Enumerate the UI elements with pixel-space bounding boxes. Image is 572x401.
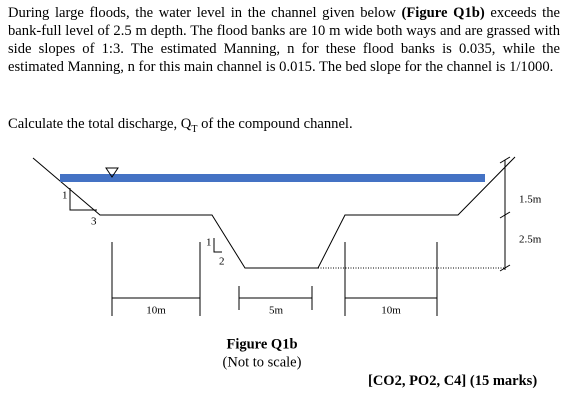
slope-triangle (213, 238, 222, 253)
figure-caption: Figure Q1b (226, 336, 297, 352)
depth-label: 1.5m (519, 194, 542, 206)
slope-label: 1 (62, 190, 68, 202)
tick (499, 264, 511, 272)
figure-ref: (Figure Q1b) (401, 5, 485, 21)
figure-note: (Not to scale) (223, 354, 302, 370)
slope-label: 1 (206, 237, 212, 249)
subscript: T (191, 123, 198, 135)
tick (499, 211, 511, 219)
slope-label: 2 (219, 256, 225, 268)
text: exceeds the bank-full level of 2.5 m dep… (8, 5, 560, 75)
depth-label: 2.5m (519, 234, 542, 246)
text: Calculate the total discharge, Q (8, 116, 192, 132)
text: During large floods, the water level in … (8, 5, 402, 21)
marks: [CO2, PO2, C4] (15 marks) (368, 373, 538, 389)
slope-triangle (69, 188, 97, 211)
text: of the compound channel. (197, 116, 353, 132)
width-label: 10m (381, 305, 401, 317)
channel-section (32, 156, 516, 269)
width-label: 10m (146, 305, 166, 317)
channel-outline (32, 156, 516, 316)
tick (499, 156, 511, 164)
slope-label: 3 (91, 216, 97, 228)
question-text: During large floods, the water level in … (8, 4, 560, 76)
task-text: Calculate the total discharge, QT of the… (8, 116, 353, 135)
water-symbol (105, 167, 119, 178)
width-label: 5m (269, 305, 284, 317)
